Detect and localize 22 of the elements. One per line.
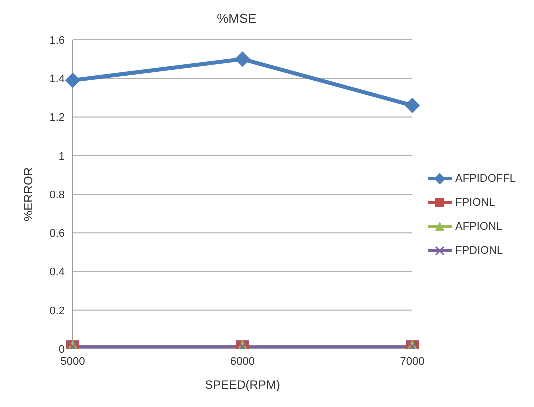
legend-label: AFPIDOFFL bbox=[455, 172, 516, 184]
y-tick-label: 1.2 bbox=[50, 112, 65, 124]
y-tick-label: 0 bbox=[58, 344, 65, 356]
y-tick-label: 0.4 bbox=[50, 266, 65, 279]
y-tick-label: 1 bbox=[58, 150, 65, 163]
point bbox=[404, 98, 420, 114]
chart-title: %MSE bbox=[216, 10, 258, 28]
legend-label: FPIONL bbox=[455, 196, 496, 208]
x-axis-title: SPEED(RPM) bbox=[205, 378, 280, 392]
y-tick-label: 0.2 bbox=[50, 305, 65, 318]
y-axis-title: %ERROR bbox=[21, 167, 36, 222]
y-tick-label: 0.6 bbox=[50, 228, 65, 240]
legend-label: AFPIONL bbox=[455, 220, 503, 232]
y-tick-label: 0.8 bbox=[50, 189, 65, 202]
x-tick-label: 5000 bbox=[60, 356, 86, 368]
y-tick-label: 1.4 bbox=[50, 74, 65, 86]
x-tick-label: 6000 bbox=[230, 356, 255, 368]
legend-label: FPDIONL bbox=[455, 244, 504, 256]
x-tick-label: 7000 bbox=[400, 356, 425, 368]
y-tick-label: 1.6 bbox=[50, 34, 65, 47]
point bbox=[66, 73, 80, 88]
point bbox=[235, 52, 250, 67]
